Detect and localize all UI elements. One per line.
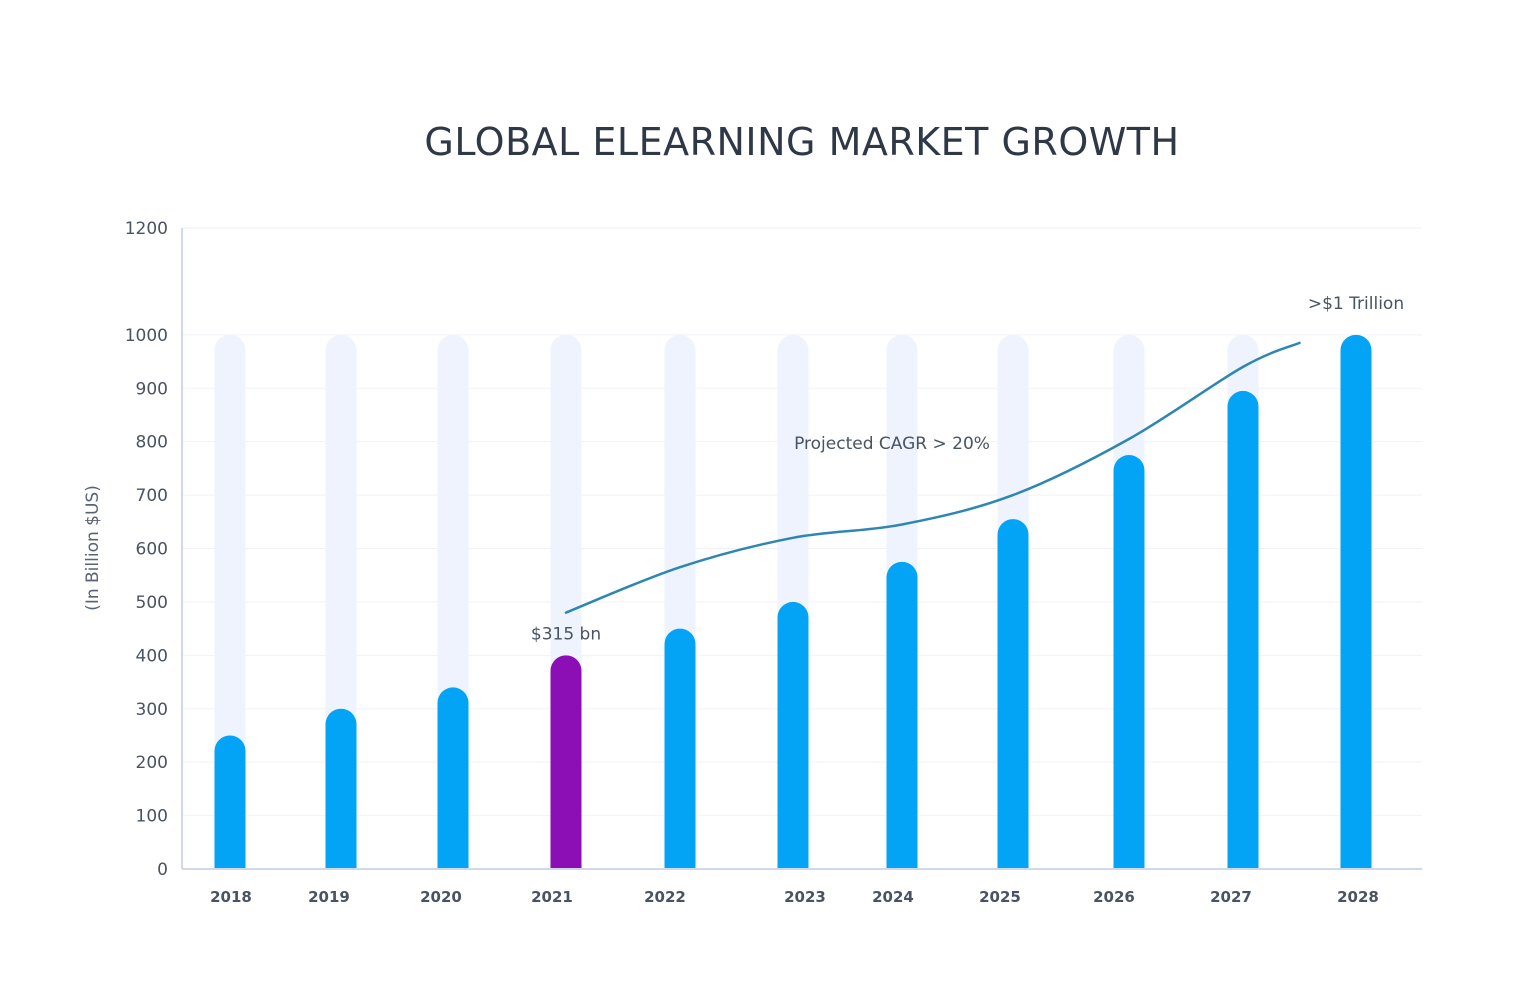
bar (437, 687, 469, 869)
x-tick-label: 2019 (308, 888, 350, 906)
bar (325, 708, 357, 869)
y-tick-label: 100 (136, 807, 168, 827)
y-tick-label: 600 (136, 540, 168, 560)
bar (997, 519, 1029, 869)
y-tick-label: 400 (136, 646, 168, 666)
bar (214, 735, 246, 869)
bar (1227, 390, 1259, 869)
x-tick-label: 2025 (979, 888, 1021, 906)
y-tick-label: 200 (136, 753, 168, 773)
trend-line (564, 341, 1301, 614)
bar (886, 561, 918, 869)
x-tick-label: 2024 (872, 888, 914, 906)
y-tick-label: 700 (136, 486, 168, 506)
x-tick-label: 2026 (1093, 888, 1135, 906)
x-tick-label: 2028 (1337, 888, 1379, 906)
y-tick-labels: 0 100 200 300 400 500 600 700 800 900 1000 1200 (125, 219, 168, 880)
x-tick-label: 2020 (420, 888, 462, 906)
chart-title: GLOBAL ELEARNING MARKET GROWTH (424, 120, 1179, 164)
y-tick-label: 1000 (125, 326, 168, 346)
y-tick-label: 800 (136, 433, 168, 453)
bar (664, 628, 696, 869)
highlight-bar (550, 655, 582, 869)
data-annotation: >$1 Trillion (1308, 294, 1404, 314)
x-tick-label: 2021 (531, 888, 573, 906)
trend-label: Projected CAGR > 20% (794, 434, 990, 454)
y-tick-label: 900 (136, 379, 168, 399)
y-axis-label: (In Billion $US) (83, 485, 103, 611)
y-tick-label: 300 (136, 700, 168, 720)
x-tick-label: 2022 (644, 888, 686, 906)
axis-layer (181, 228, 1422, 870)
x-tick-label: 2018 (210, 888, 252, 906)
bar-layer (214, 334, 1372, 869)
x-tick-label: 2027 (1210, 888, 1252, 906)
bar (777, 601, 809, 869)
bar (1340, 334, 1372, 869)
y-tick-label: 0 (157, 860, 168, 880)
y-tick-label: 500 (136, 593, 168, 613)
x-tick-label: 2023 (784, 888, 826, 906)
trend-layer (564, 341, 1301, 614)
bar (1113, 455, 1145, 869)
annotation-layer: Projected CAGR > 20% $315 bn >$1 Trillion (531, 294, 1404, 644)
background-bar (214, 334, 246, 869)
x-tick-labels: 2018 2019 2020 2021 2022 2023 2024 2025 2026 2027… (210, 888, 1379, 906)
y-tick-label: 1200 (125, 219, 168, 239)
data-annotation: $315 bn (531, 624, 601, 644)
